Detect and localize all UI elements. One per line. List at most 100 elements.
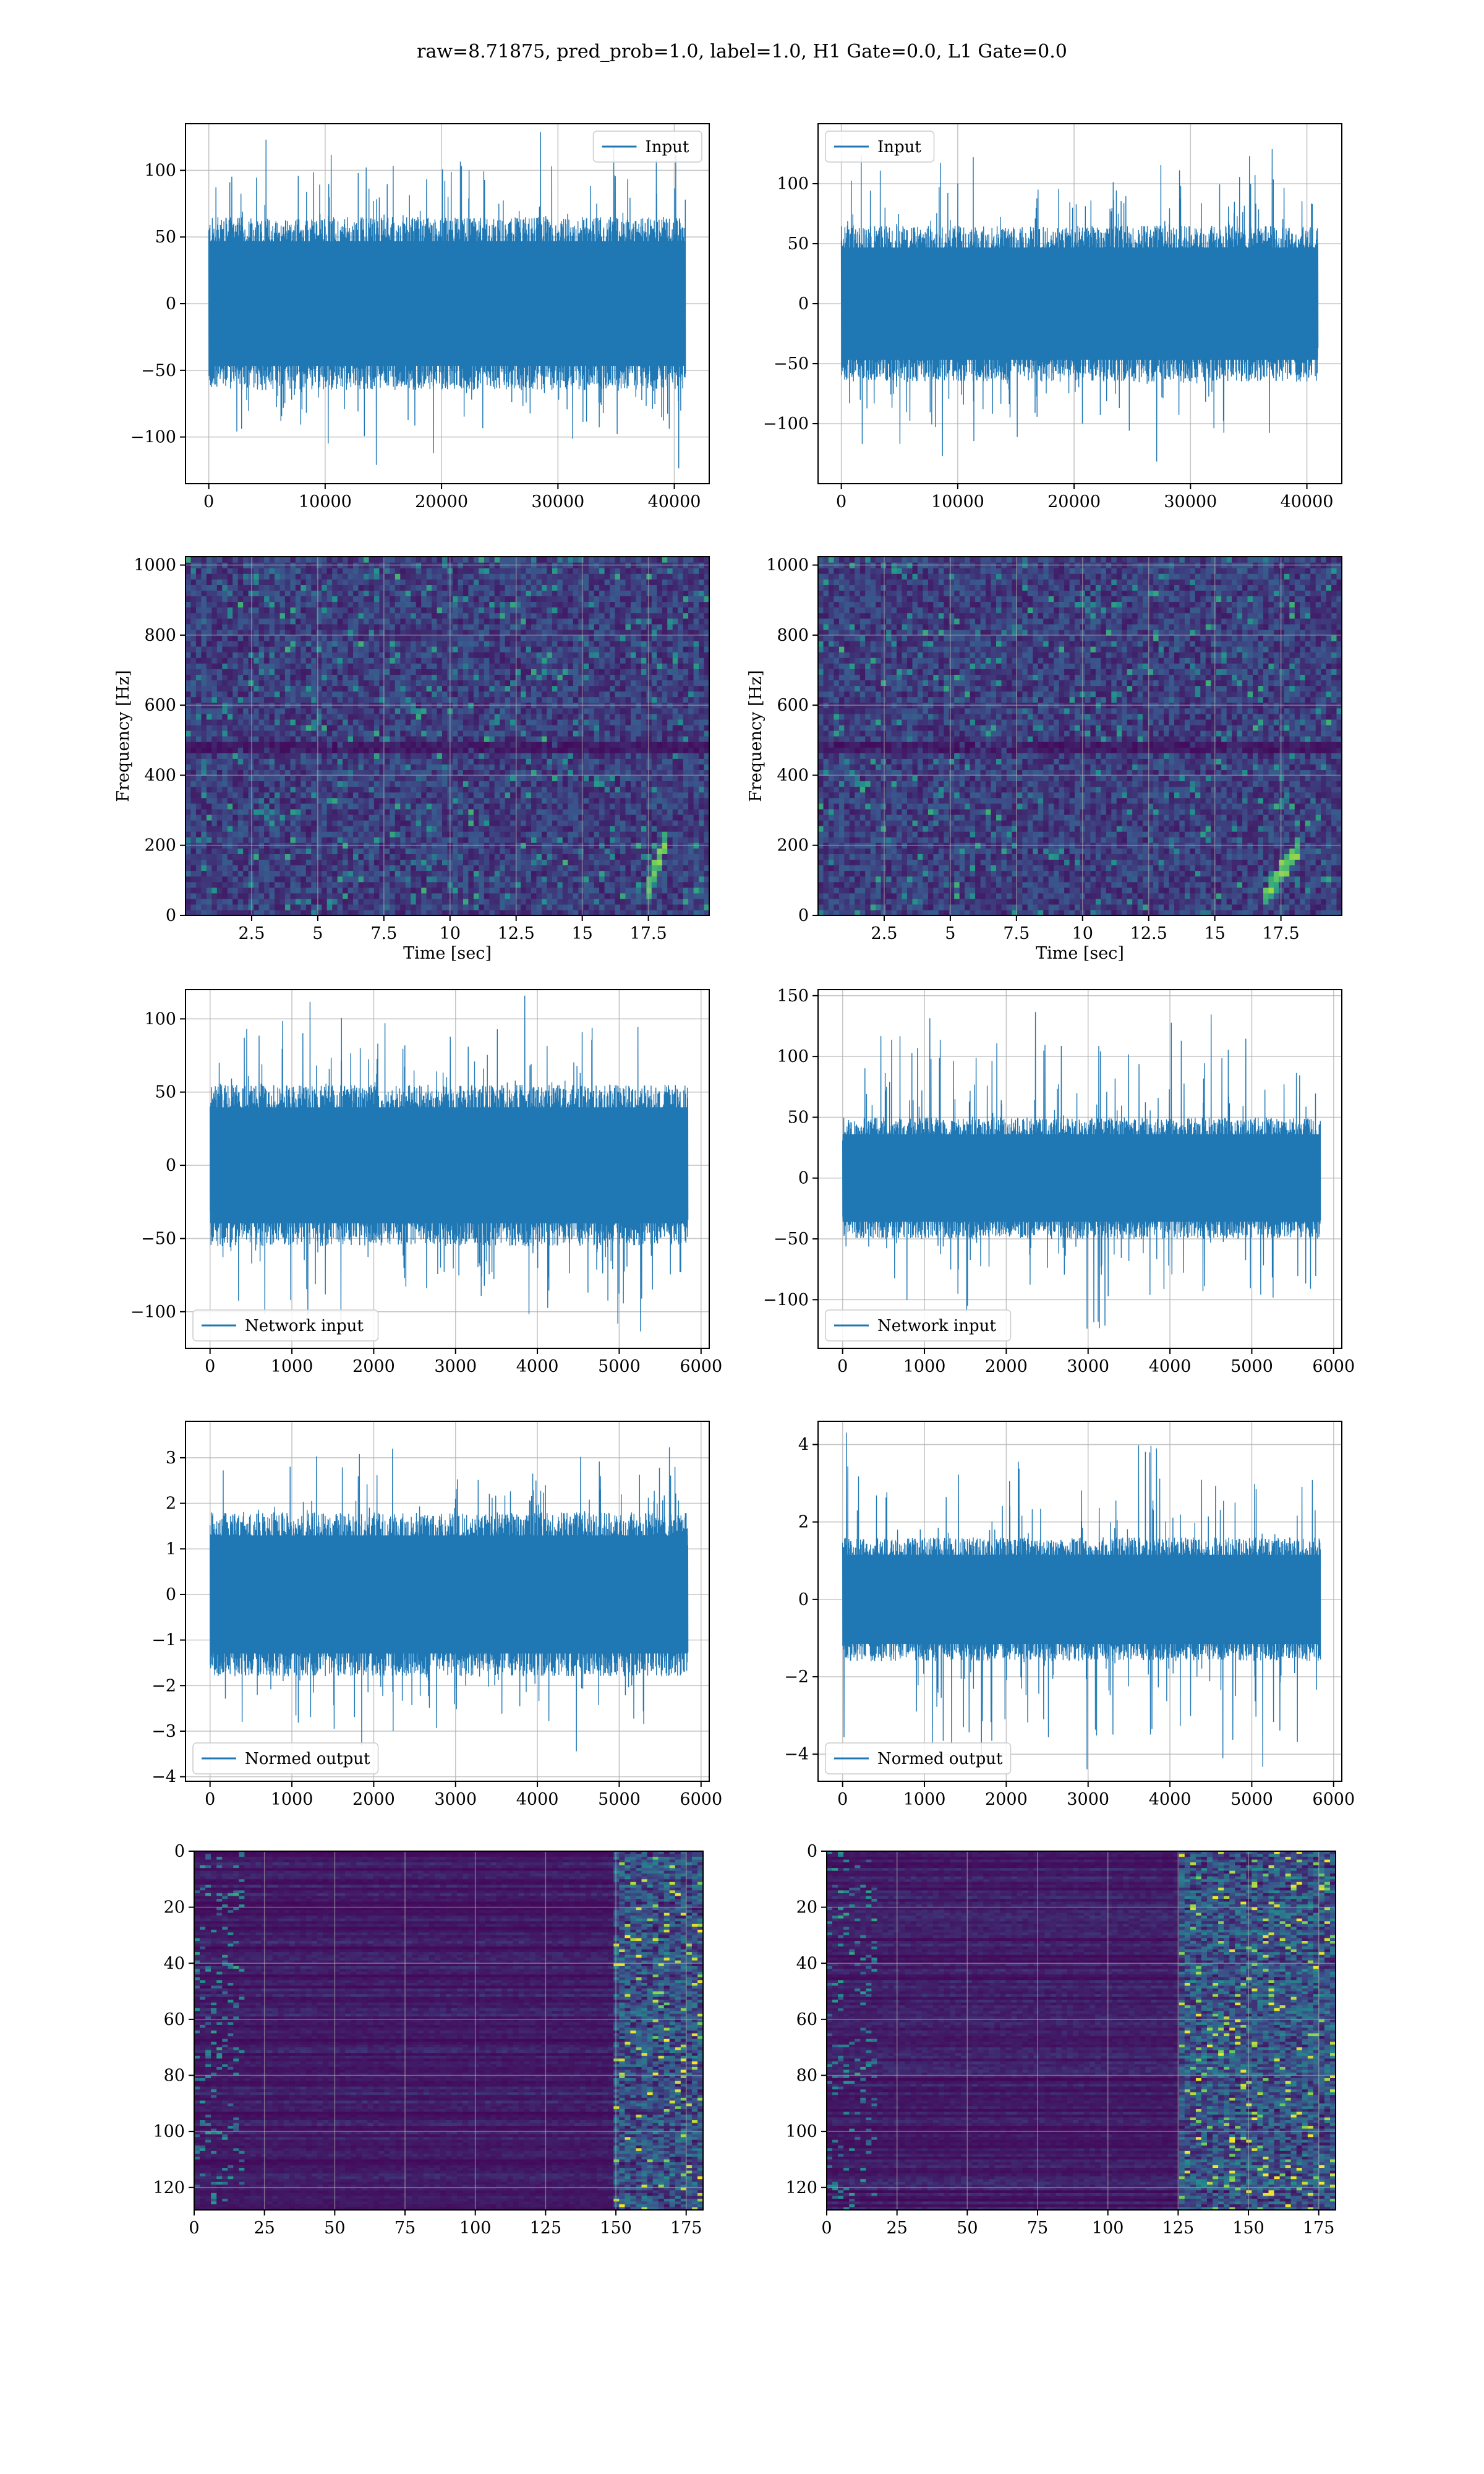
x-tick-label: 50 bbox=[957, 2219, 978, 2238]
x-tick-label: 100 bbox=[1092, 2219, 1124, 2238]
x-tick-label: 1000 bbox=[271, 1357, 313, 1376]
y-tick-label: 100 bbox=[777, 1047, 809, 1066]
x-tick-label: 75 bbox=[394, 2219, 416, 2238]
x-tick-label: 1000 bbox=[271, 1790, 313, 1809]
x-tick-label: 3000 bbox=[434, 1357, 477, 1376]
y-tick-label: 0 bbox=[166, 1156, 176, 1175]
y-tick-label: 2 bbox=[798, 1513, 809, 1532]
y-tick-label: 2 bbox=[166, 1494, 176, 1513]
series-core bbox=[210, 1107, 688, 1223]
x-tick-label: 50 bbox=[324, 2219, 345, 2238]
y-tick-label: −2 bbox=[784, 1667, 809, 1687]
y-tick-label: 0 bbox=[166, 294, 176, 314]
x-tick-label: 2.5 bbox=[871, 924, 897, 943]
legend-label: Input bbox=[877, 138, 921, 156]
x-tick-label: 125 bbox=[530, 2219, 562, 2238]
y-tick-label: 400 bbox=[777, 766, 809, 785]
chart-normed-output-l1: 0 1000 2000 3000 4000 5000 6000 −4 −2 0 2 4 Normed o… bbox=[784, 1421, 1355, 1809]
y-tick-label: 400 bbox=[144, 766, 176, 785]
legend: Normed output bbox=[825, 1742, 1012, 1774]
y-tick-label: 50 bbox=[788, 1108, 809, 1127]
x-tick-label: 25 bbox=[254, 2219, 275, 2238]
x-tick-label: 40000 bbox=[1281, 492, 1334, 511]
y-axis-label: Frequency [Hz] bbox=[114, 670, 133, 802]
x-tick-label: 3000 bbox=[434, 1790, 477, 1809]
legend-label: Normed output bbox=[877, 1750, 1003, 1768]
y-tick-label: −4 bbox=[151, 1768, 176, 1787]
x-tick-label: 12.5 bbox=[1130, 924, 1167, 943]
heatmap-cells bbox=[186, 557, 710, 916]
y-tick-label: 0 bbox=[798, 1590, 809, 1609]
series-core bbox=[210, 1535, 688, 1654]
y-tick-label: 100 bbox=[785, 2122, 817, 2141]
y-tick-label: −100 bbox=[130, 1303, 176, 1322]
y-tick-label: 80 bbox=[164, 2066, 185, 2086]
x-tick-label: 5000 bbox=[1230, 1790, 1273, 1809]
x-tick-label: 0 bbox=[836, 492, 846, 511]
x-tick-label: 40000 bbox=[648, 492, 701, 511]
legend-label: Normed output bbox=[245, 1750, 370, 1768]
y-tick-label: 40 bbox=[796, 1954, 817, 1973]
y-tick-label: 200 bbox=[144, 836, 176, 855]
axes-frame bbox=[817, 1421, 1342, 1782]
y-tick-label: −3 bbox=[151, 1722, 176, 1741]
y-tick-label: 600 bbox=[777, 696, 809, 715]
y-tick-label: 80 bbox=[796, 2066, 817, 2086]
x-tick-label: 5 bbox=[945, 924, 955, 943]
y-tick-label: −100 bbox=[763, 414, 809, 434]
x-tick-label: 6000 bbox=[1312, 1790, 1355, 1809]
x-tick-label: 2000 bbox=[352, 1357, 395, 1376]
y-tick-label: 0 bbox=[798, 1169, 809, 1188]
legend: Input bbox=[592, 131, 702, 163]
x-tick-label: 10 bbox=[440, 924, 461, 943]
x-tick-label: 125 bbox=[1162, 2219, 1195, 2238]
chart-spectrogram-h1: 2.5 5 7.5 10 12.5 15 17.5 0 200 400 600 800 1000 Time… bbox=[114, 556, 710, 963]
x-tick-label: 3000 bbox=[1067, 1357, 1109, 1376]
chart-feature-map-l1: 0 25 50 75 100 125 150 175 0 20 40 60 80 100 120 bbox=[785, 1842, 1336, 2238]
x-tick-label: 0 bbox=[837, 1790, 848, 1809]
axes-frame bbox=[185, 989, 710, 1349]
y-tick-label: 50 bbox=[155, 228, 176, 247]
y-tick-label: −100 bbox=[763, 1290, 809, 1309]
series-core bbox=[842, 1134, 1321, 1222]
y-tick-label: 100 bbox=[153, 2122, 185, 2141]
y-tick-label: −1 bbox=[151, 1631, 176, 1650]
axes-frame bbox=[826, 1851, 1336, 2211]
y-tick-label: −100 bbox=[130, 428, 176, 447]
y-tick-label: 3 bbox=[166, 1449, 176, 1468]
legend-box bbox=[825, 1742, 1012, 1774]
x-tick-label: 0 bbox=[821, 2219, 832, 2238]
y-tick-label: 800 bbox=[144, 626, 176, 645]
series-core bbox=[208, 241, 686, 366]
series-core bbox=[841, 247, 1318, 360]
y-tick-label: 100 bbox=[144, 1009, 176, 1029]
chart-network-input-h1: 0 1000 2000 3000 4000 5000 6000 −100 −50 0 50 100 Ne… bbox=[130, 989, 722, 1376]
axes-frame bbox=[194, 1851, 704, 2211]
x-tick-label: 17.5 bbox=[630, 924, 667, 943]
y-tick-label: −50 bbox=[774, 1230, 809, 1249]
x-tick-label: 1000 bbox=[903, 1790, 946, 1809]
x-tick-label: 5000 bbox=[598, 1790, 641, 1809]
y-tick-label: 100 bbox=[777, 174, 809, 194]
chart-input-h1: 0 10000 20000 30000 40000 −100 −50 0 50 100 Input bbox=[130, 123, 710, 511]
x-tick-label: 0 bbox=[205, 1790, 215, 1809]
y-tick-label: 0 bbox=[807, 1842, 817, 1861]
x-tick-label: 4000 bbox=[516, 1790, 559, 1809]
x-tick-label: 2000 bbox=[985, 1790, 1028, 1809]
x-tick-label: 4000 bbox=[1149, 1357, 1192, 1376]
x-tick-label: 5 bbox=[312, 924, 323, 943]
y-tick-label: 0 bbox=[166, 1585, 176, 1604]
legend: Network input bbox=[192, 1309, 379, 1342]
y-tick-label: −4 bbox=[784, 1745, 809, 1764]
x-tick-label: 100 bbox=[459, 2219, 492, 2238]
axes-frame bbox=[817, 989, 1342, 1349]
x-tick-label: 4000 bbox=[1149, 1790, 1192, 1809]
axes-frame bbox=[185, 1421, 710, 1782]
y-tick-label: 60 bbox=[164, 2010, 185, 2029]
x-tick-label: 25 bbox=[886, 2219, 907, 2238]
x-tick-label: 2.5 bbox=[238, 924, 265, 943]
legend: Network input bbox=[825, 1309, 1012, 1342]
y-tick-label: 50 bbox=[155, 1083, 176, 1102]
y-tick-label: 200 bbox=[777, 836, 809, 855]
